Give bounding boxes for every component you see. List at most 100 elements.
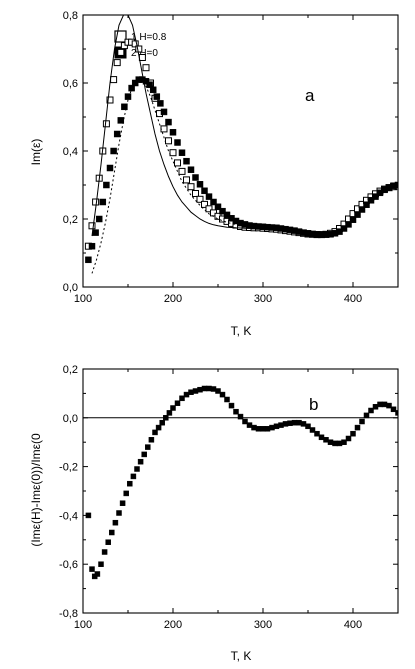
- filled-square-point: [224, 396, 230, 403]
- y-tick-label: 0,2: [63, 364, 78, 376]
- open-square-point: [160, 125, 168, 133]
- filled-square-point: [89, 566, 95, 572]
- filled-square-point: [192, 174, 199, 181]
- panel-a-y-axis-label: Im(ε): [29, 139, 43, 166]
- filled-square-point: [169, 129, 177, 136]
- dashed-fit-curve: [91, 79, 264, 274]
- filled-square-point: [219, 207, 226, 215]
- filled-square-point: [101, 549, 108, 555]
- plot-frame: [82, 368, 399, 614]
- filled-square-point: [223, 211, 231, 219]
- y-tick-label: 0,8: [63, 10, 78, 22]
- filled-square-point: [146, 81, 153, 88]
- x-tick-label: 300: [254, 619, 272, 631]
- filled-square-point: [99, 198, 107, 206]
- open-square-point: [102, 120, 110, 128]
- filled-square-point: [117, 117, 125, 124]
- panel-a-x-axis-label: T, K: [231, 324, 252, 338]
- panel-b-y-axis-label: (Imε(H)-Imε(0))/Imε(0: [29, 433, 43, 547]
- filled-square-point: [148, 437, 155, 443]
- open-square-point: [192, 190, 199, 197]
- filled-square-point: [131, 79, 139, 87]
- filled-square-point: [341, 439, 347, 445]
- open-square-point: [110, 76, 118, 84]
- open-square-point: [117, 48, 125, 56]
- x-tick-label: 400: [344, 619, 362, 631]
- filled-square-point: [178, 149, 186, 156]
- filled-square-point: [215, 388, 221, 394]
- filled-square-point: [363, 412, 370, 419]
- filled-square-point: [345, 221, 352, 228]
- open-square-point: [106, 96, 114, 104]
- filled-square-point: [152, 429, 158, 436]
- filled-square-point: [98, 561, 104, 567]
- filled-square-point: [106, 164, 114, 172]
- filled-square-point: [309, 427, 316, 433]
- filled-square-point: [219, 391, 226, 398]
- open-square-point: [165, 137, 172, 145]
- open-square-point: [135, 45, 143, 53]
- filled-square-point: [141, 451, 147, 458]
- filled-square-point: [153, 93, 161, 100]
- y-tick-label: 0,0: [63, 282, 78, 294]
- filled-square-point: [237, 413, 244, 420]
- filled-square-point: [157, 100, 164, 107]
- filled-square-point: [394, 181, 398, 189]
- solid-fit-curve: [91, 15, 264, 237]
- filled-square-point: [170, 405, 176, 411]
- series-3-group: [91, 15, 264, 237]
- x-tick-label: 200: [164, 619, 182, 631]
- filled-square-point: [155, 424, 162, 431]
- filled-square-point: [137, 458, 144, 465]
- filled-square-point: [105, 539, 111, 545]
- legend-series-2-label: 2 H=0: [131, 48, 158, 59]
- filled-square-point: [386, 402, 392, 409]
- filled-square-point: [201, 187, 208, 195]
- filled-square-point: [166, 410, 173, 416]
- x-tick-label: 400: [344, 293, 362, 305]
- y-tick-label: -0,2: [59, 462, 78, 474]
- filled-square-point: [242, 418, 248, 425]
- open-square-point: [205, 205, 213, 213]
- x-tick-label: 100: [74, 293, 92, 305]
- filled-square-point: [395, 410, 398, 416]
- filled-square-point: [354, 424, 361, 431]
- open-square-point: [183, 176, 190, 184]
- filled-square-point: [183, 157, 190, 165]
- y-tick-label: 0,2: [63, 214, 78, 226]
- open-square-point: [201, 200, 208, 208]
- filled-square-point: [358, 206, 366, 213]
- panel-b-label: b: [309, 395, 318, 414]
- open-square-point: [113, 59, 121, 67]
- filled-square-point: [149, 86, 157, 94]
- filled-square-point: [110, 147, 117, 155]
- filled-square-point: [367, 197, 375, 204]
- filled-square-point: [163, 415, 169, 421]
- filled-square-point: [233, 408, 239, 415]
- filled-square-point: [121, 103, 128, 111]
- filled-square-point: [127, 480, 133, 487]
- filled-square-point: [305, 423, 311, 430]
- filled-square-point: [159, 419, 165, 426]
- x-tick-label: 300: [254, 293, 272, 305]
- filled-square-point: [174, 139, 181, 146]
- y-tick-label: -0,6: [59, 559, 78, 571]
- filled-square-point: [160, 108, 168, 116]
- series-4-group: [91, 79, 264, 274]
- open-square-point: [196, 195, 204, 203]
- filled-square-point: [92, 229, 99, 236]
- filled-square-point: [187, 166, 195, 173]
- open-square-point: [138, 54, 146, 61]
- filled-square-point: [103, 181, 110, 189]
- filled-square-point: [345, 435, 352, 442]
- filled-square-point: [214, 203, 222, 211]
- filled-square-point: [340, 225, 348, 232]
- open-square-point: [131, 40, 139, 48]
- filled-square-point: [95, 215, 103, 223]
- filled-square-point: [372, 193, 379, 200]
- open-square-point: [142, 64, 150, 72]
- filled-square-point: [210, 198, 217, 206]
- filled-square-point: [368, 407, 374, 414]
- filled-square-point: [196, 181, 204, 188]
